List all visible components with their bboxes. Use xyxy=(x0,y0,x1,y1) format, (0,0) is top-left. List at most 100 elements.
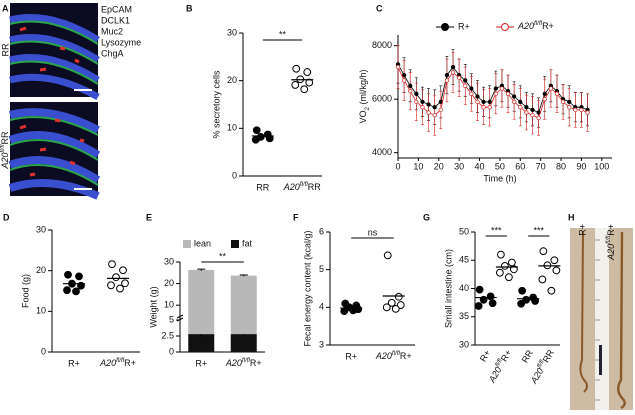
data-point xyxy=(500,262,509,270)
data-point xyxy=(444,72,450,78)
x-tick-label: A20fl/flR+ xyxy=(225,357,262,369)
data-point xyxy=(426,110,431,115)
stain-label: DCLK1 xyxy=(101,15,130,25)
data-point xyxy=(573,107,578,113)
data-point xyxy=(567,99,572,104)
stain-spots xyxy=(19,26,80,72)
y-axis-label-part: 2 xyxy=(364,107,371,111)
ruler-bar xyxy=(599,345,602,375)
y-tick-label: 0 xyxy=(169,346,174,356)
bar-segment xyxy=(230,334,257,352)
x-tick-label: RR xyxy=(520,348,535,365)
significance-label: *** xyxy=(491,225,502,235)
data-point xyxy=(300,85,309,94)
y-tick-label: 20 xyxy=(36,265,46,275)
data-point xyxy=(504,273,513,282)
data-point xyxy=(119,266,127,275)
x-tick-label-part: fl/fl xyxy=(300,181,309,188)
row-label-part: A20 xyxy=(0,153,10,170)
data-point xyxy=(469,91,474,96)
data-point xyxy=(499,86,505,91)
data-point xyxy=(395,64,401,70)
data-point xyxy=(524,105,529,110)
data-point xyxy=(432,113,437,118)
data-point xyxy=(475,94,480,99)
significance-label: ** xyxy=(219,251,227,261)
data-point xyxy=(488,299,497,308)
data-point xyxy=(475,99,480,104)
axis-break xyxy=(176,314,184,322)
y-tick-label: 35 xyxy=(459,311,469,321)
x-tick-label-part: A20 xyxy=(225,358,242,368)
data-point xyxy=(450,70,456,75)
data-point xyxy=(548,86,554,91)
panel-label: F xyxy=(293,212,299,222)
legend-label: lean xyxy=(194,238,211,248)
data-point xyxy=(292,64,301,73)
panel-label: C xyxy=(376,3,383,13)
y-tick-label: 5 xyxy=(169,314,174,324)
data-point xyxy=(518,105,523,110)
y-axis-label-part: (ml/kg/h) xyxy=(358,69,368,107)
stain-label: EpCAM xyxy=(101,4,132,14)
y-tick-label: 8000 xyxy=(372,40,392,50)
data-point xyxy=(517,299,526,308)
data-point xyxy=(265,134,274,143)
data-point xyxy=(394,292,403,301)
column-label: A20fl/flR+ xyxy=(605,224,617,261)
y-axis-label-part: VO xyxy=(358,111,368,124)
data-point xyxy=(512,94,517,99)
data-point xyxy=(505,91,511,96)
data-point xyxy=(524,110,529,115)
data-point xyxy=(493,86,498,91)
x-tick-label: 60 xyxy=(515,161,525,171)
data-point xyxy=(487,99,492,104)
data-point xyxy=(401,78,407,83)
data-point xyxy=(463,78,468,83)
data-point xyxy=(567,105,572,110)
row-label-part: fl/fl xyxy=(0,144,6,153)
data-point xyxy=(487,105,492,110)
x-tick-label-part: A20 xyxy=(528,366,545,386)
data-point xyxy=(426,102,431,107)
y-tick-label: 20 xyxy=(164,278,174,288)
x-tick-label-part: A20 xyxy=(99,358,116,368)
y-axis-label: VO2 (ml/kg/h) xyxy=(358,69,370,123)
bar-segment xyxy=(188,269,215,335)
x-tick-label: 30 xyxy=(454,161,464,171)
legend-label: R+ xyxy=(458,21,470,31)
stain-label: ChgA xyxy=(101,48,124,58)
significance-label: *** xyxy=(533,225,544,235)
data-point xyxy=(121,279,129,288)
data-point xyxy=(251,135,260,144)
data-point xyxy=(64,270,72,279)
x-tick-label: 20 xyxy=(434,161,444,171)
column-label-part: R+ xyxy=(606,224,616,236)
data-point xyxy=(420,105,425,110)
data-point xyxy=(481,105,486,110)
significance-label: ** xyxy=(279,29,287,39)
data-point xyxy=(469,86,474,91)
y-tick-label: 20 xyxy=(227,75,237,85)
x-tick-label-part: fl/fl xyxy=(536,358,546,369)
ruler-ticks xyxy=(595,239,600,401)
data-point xyxy=(495,268,504,277)
y-axis-label: Food (g) xyxy=(20,274,30,308)
y-tick-label: 45 xyxy=(459,255,469,265)
y-tick-label: 10 xyxy=(164,300,174,310)
data-point xyxy=(493,91,498,96)
y-tick-label: 50 xyxy=(459,226,469,236)
x-tick-label: 50 xyxy=(495,161,505,171)
panel-label: H xyxy=(568,212,575,222)
data-point xyxy=(383,251,392,260)
panel-a-images xyxy=(8,3,101,200)
intestine-a20 xyxy=(617,231,626,410)
data-point xyxy=(552,266,561,275)
x-tick-label: 90 xyxy=(576,161,586,171)
x-tick-label-part: fl/fl xyxy=(494,357,504,368)
data-point xyxy=(116,284,124,293)
series-line xyxy=(397,64,588,114)
y-tick-label: 30 xyxy=(459,339,469,349)
column-label-part: A20 xyxy=(606,244,616,261)
x-tick-label: 0 xyxy=(395,161,400,171)
